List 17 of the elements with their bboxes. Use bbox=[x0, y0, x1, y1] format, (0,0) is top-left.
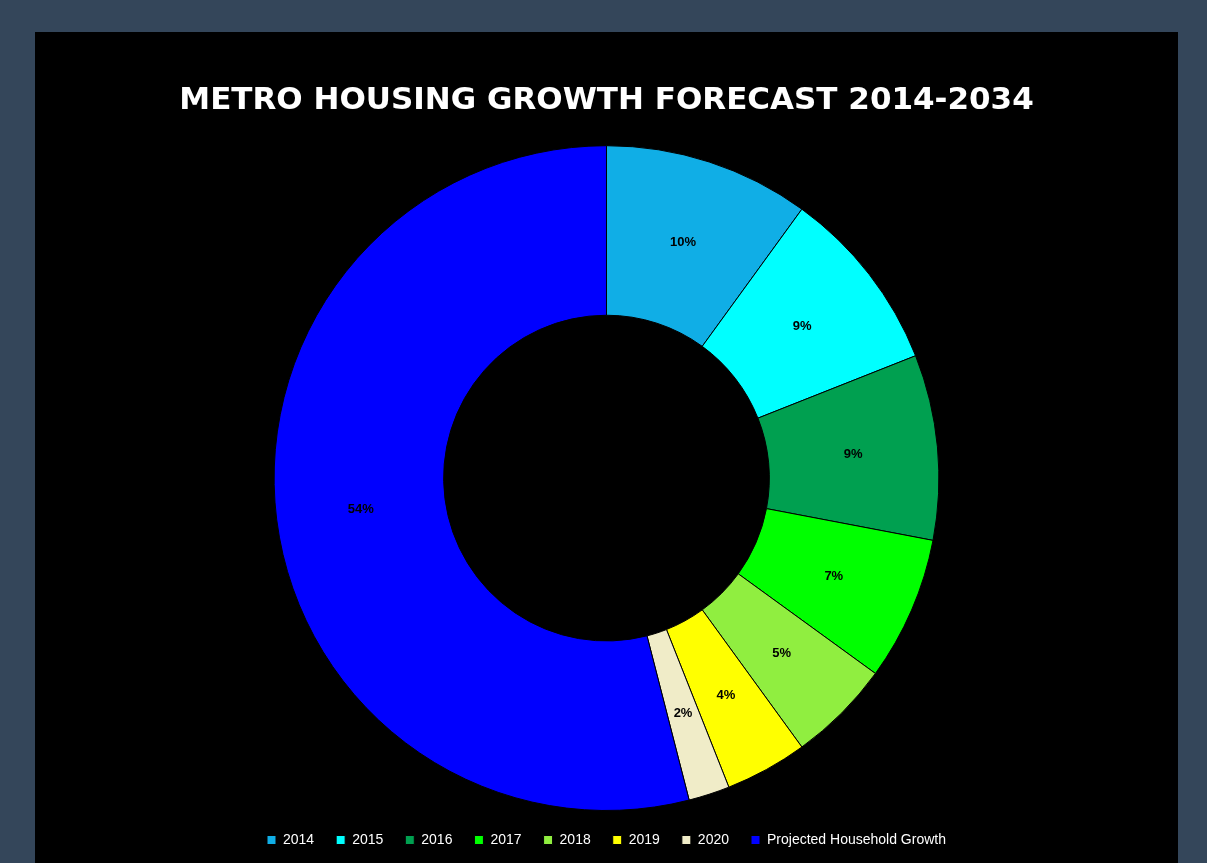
legend-label: Projected Household Growth bbox=[767, 830, 947, 847]
legend-label: 2016 bbox=[421, 830, 453, 847]
data-label: 2% bbox=[673, 705, 693, 721]
data-label: 54% bbox=[347, 500, 375, 516]
legend-label: 2018 bbox=[559, 830, 591, 847]
data-label: 4% bbox=[716, 686, 736, 702]
data-label: 5% bbox=[772, 644, 792, 660]
legend-label: 2020 bbox=[697, 830, 730, 847]
data-label: 10% bbox=[670, 234, 697, 250]
legend-label: 2014 bbox=[283, 830, 315, 847]
chart-title: METRO HOUSING GROWTH FORECAST 2014-2034 bbox=[179, 79, 1034, 116]
legend-label: 2017 bbox=[490, 830, 522, 847]
legend-label: 2015 bbox=[352, 830, 384, 847]
data-label: 7% bbox=[824, 568, 844, 584]
legend-label: 2019 bbox=[628, 830, 661, 847]
data-label: 9% bbox=[843, 446, 863, 462]
data-label: 9% bbox=[792, 317, 812, 333]
